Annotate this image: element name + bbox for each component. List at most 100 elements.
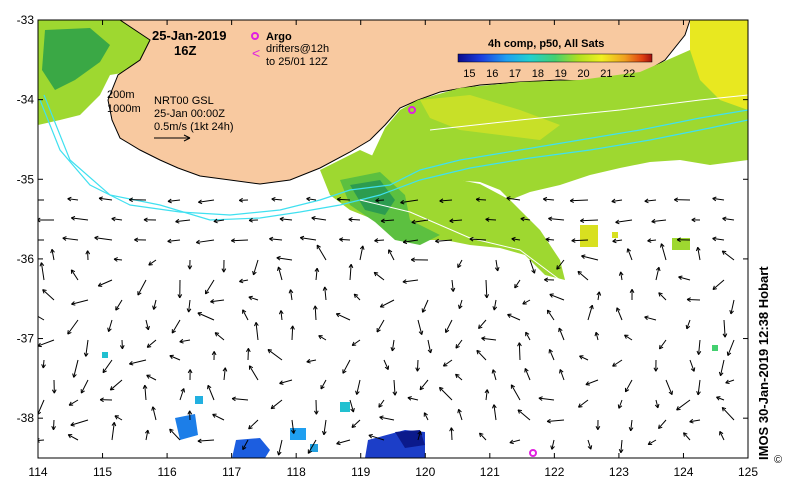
current-arrow-head <box>517 409 523 414</box>
current-arrow <box>248 296 259 301</box>
x-tick-label: 120 <box>415 465 435 479</box>
current-arrow-head <box>299 235 305 241</box>
current-arrow <box>239 279 249 283</box>
current-arrow-head <box>375 198 380 203</box>
current-arrow-head <box>390 347 396 352</box>
current-arrow-head <box>248 217 253 223</box>
current-arrow <box>625 379 633 393</box>
current-arrow-head <box>320 384 325 390</box>
current-arrow <box>71 217 89 221</box>
current-arrow-head <box>368 433 373 439</box>
current-arrow <box>197 439 215 442</box>
current-arrow-head <box>197 312 202 317</box>
x-tick-label: 115 <box>93 465 112 479</box>
current-arrow-head <box>510 384 516 389</box>
current-arrow-head <box>195 239 201 245</box>
current-arrow-head <box>485 217 490 222</box>
current-arrow <box>578 399 589 408</box>
scale-arrow-head <box>183 134 191 142</box>
current-arrow-head <box>231 396 236 402</box>
current-arrow-head <box>685 324 691 330</box>
sst-patch <box>580 225 598 247</box>
current-arrow <box>455 373 463 381</box>
current-arrow-head <box>449 218 454 224</box>
current-arrow-head <box>311 216 316 221</box>
current-arrow <box>595 332 599 341</box>
current-arrow-head <box>51 425 56 431</box>
current-arrow <box>145 319 149 330</box>
current-arrow-head <box>654 403 660 409</box>
current-arrow-head <box>458 304 463 310</box>
current-arrow-head <box>113 257 118 262</box>
current-arrow <box>722 217 735 221</box>
current-arrow-head <box>525 331 530 337</box>
current-arrow <box>169 355 181 361</box>
current-arrow <box>108 319 113 332</box>
current-arrow <box>665 379 673 395</box>
current-arrow <box>538 397 555 401</box>
current-arrow-head <box>400 199 405 205</box>
current-arrow-head <box>378 403 383 408</box>
current-arrow-head <box>254 322 259 327</box>
current-arrow-head <box>718 371 724 377</box>
current-arrow-head <box>42 289 47 294</box>
current-arrow-head <box>478 324 483 330</box>
sst-south-patch <box>175 414 198 440</box>
current-arrow-head <box>683 432 688 437</box>
current-arrow-head <box>722 333 728 338</box>
current-arrow <box>476 198 487 201</box>
current-arrow <box>378 399 385 408</box>
current-arrow-head <box>276 255 281 261</box>
y-tick-label: -33 <box>17 13 35 27</box>
current-arrow <box>169 428 181 441</box>
current-arrow-head <box>187 369 193 374</box>
current-arrow <box>196 239 215 244</box>
current-arrow-head <box>306 358 311 364</box>
current-arrow <box>393 379 396 396</box>
current-arrow-head <box>177 294 183 299</box>
current-arrow-head <box>379 415 384 421</box>
current-arrow-head <box>549 293 554 298</box>
current-arrow <box>712 279 725 290</box>
current-arrow <box>618 399 623 409</box>
current-arrow-head <box>380 218 385 224</box>
current-arrow <box>323 419 327 435</box>
current-arrow-head <box>111 422 117 427</box>
current-arrow <box>353 293 361 301</box>
current-arrow <box>40 262 45 281</box>
current-arrow <box>616 307 623 321</box>
current-arrow <box>587 305 593 321</box>
current-arrow <box>493 404 497 421</box>
altimetry-contour <box>359 199 561 281</box>
current-arrow <box>559 369 565 381</box>
current-arrow <box>368 434 385 441</box>
current-arrow <box>439 199 453 202</box>
current-arrow-head <box>336 440 341 446</box>
current-arrow-head <box>115 306 120 311</box>
current-arrow <box>689 419 701 423</box>
current-arrow <box>38 339 55 347</box>
current-arrow-head <box>171 329 176 334</box>
current-arrow-head <box>546 309 552 315</box>
current-arrow <box>374 239 385 242</box>
current-arrow-head <box>212 413 217 418</box>
x-tick-label: 118 <box>287 465 306 479</box>
current-arrow <box>510 384 521 401</box>
current-arrow-head <box>542 196 548 202</box>
current-arrow-head <box>418 330 424 335</box>
current-arrow-head <box>522 300 527 305</box>
current-arrow <box>70 419 89 426</box>
current-arrow <box>721 407 735 421</box>
current-arrow-head <box>491 369 497 374</box>
current-arrow <box>137 279 147 296</box>
current-arrow <box>615 219 633 223</box>
current-arrow <box>644 199 657 202</box>
current-arrow-head <box>481 336 486 341</box>
current-arrow-head <box>644 315 649 321</box>
current-arrow <box>455 339 463 349</box>
current-arrow <box>110 379 123 391</box>
current-arrow-head <box>62 236 67 241</box>
current-arrow-head <box>546 418 551 424</box>
current-arrow-head <box>691 217 696 223</box>
current-arrow <box>719 431 725 441</box>
